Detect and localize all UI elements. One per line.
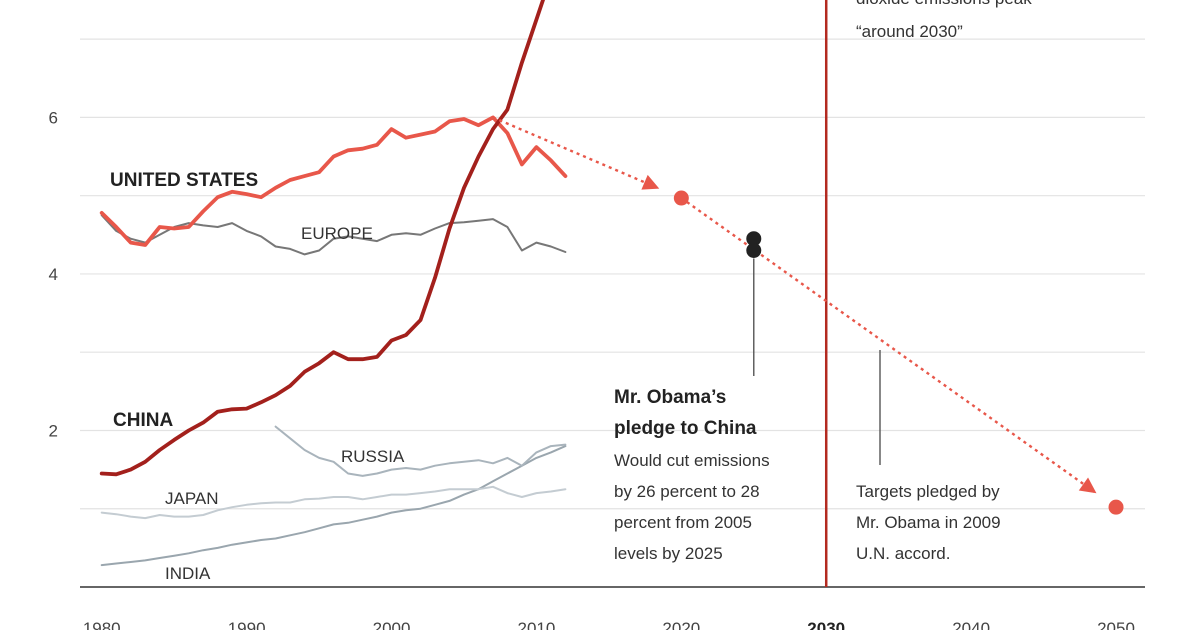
annotation-leader-lines [753,258,881,465]
annotation-obama-title-2: pledge to China [614,418,757,439]
y-tick-label-6: 6 [49,108,58,127]
series-line-russia [274,425,567,477]
annotation-peak-line-2: “around 2030” [856,22,963,41]
pledge-arrowhead-1 [641,174,660,190]
annotation-targets-line-3: U.N. accord. [856,544,950,563]
series-lines [99,0,568,567]
china-pledge-point-2 [746,242,762,258]
series-line-united-states [99,115,568,247]
china-pledge-point-1 [746,231,762,247]
y-tick-label-2: 2 [49,421,58,440]
x-axis-ticks: 1980 1990 2000 2010 2020 2030 2040 2050 [83,619,1135,630]
label-russia: RUSSIA [341,447,405,466]
pledge-point-2050 [1108,499,1124,515]
annotation-obama-body-1: Would cut emissions [614,451,770,470]
us-pledge-path [492,116,1124,515]
annotation-obama-body-4: levels by 2025 [614,544,723,563]
china-pledge-points [746,231,762,258]
annotation-peak-line-1: dioxide emissions peak [856,0,1032,8]
pledge-dotted-segment-2 [680,197,1098,495]
label-japan: JAPAN [165,489,219,508]
x-tick-label-2040: 2040 [952,619,990,630]
series-line-japan [100,485,567,520]
annotation-targets-line-2: Mr. Obama in 2009 [856,513,1001,532]
x-tick-label-1980: 1980 [83,619,121,630]
annotation-obama-title-1: Mr. Obama’s [614,387,726,408]
series-line-china [99,0,545,477]
y-axis-ticks: 2 4 6 [49,108,58,440]
label-india: INDIA [165,564,211,583]
annotation-targets-line-1: Targets pledged by [856,482,1000,501]
label-europe: EUROPE [301,224,373,243]
x-tick-label-2010: 2010 [518,619,556,630]
annotation-obama-body-3: percent from 2005 [614,513,752,532]
x-tick-label-2050: 2050 [1097,619,1135,630]
x-tick-label-1990: 1990 [228,619,266,630]
label-china: CHINA [113,410,173,431]
series-line-europe [100,214,567,256]
pledge-dotted-segment-1 [492,116,660,190]
label-united-states: UNITED STATES [110,170,258,191]
series-line-india [100,445,567,567]
annotation-obama-body-2: by 26 percent to 28 [614,482,760,501]
y-tick-label-4: 4 [49,265,58,284]
pledge-point-2020 [673,190,689,206]
gridlines [80,38,1145,510]
x-tick-label-2000: 2000 [373,619,411,630]
x-tick-label-2020: 2020 [662,619,700,630]
x-tick-label-2030: 2030 [807,619,845,630]
pledge-arrowhead-2 [1078,477,1097,494]
